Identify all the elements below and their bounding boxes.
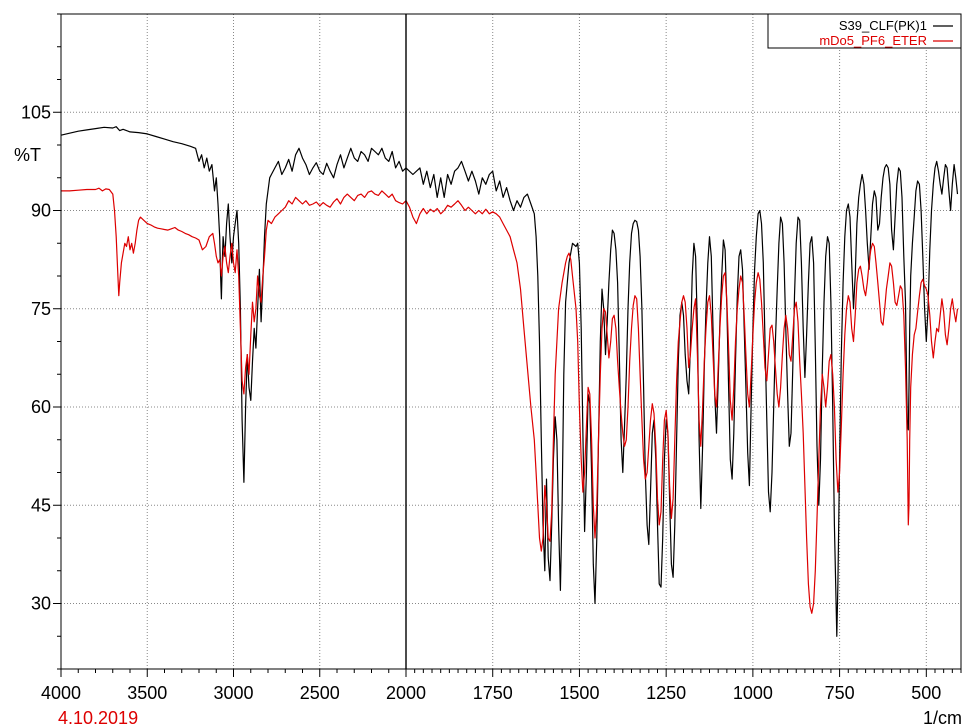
x-tick-label: 2500 <box>300 683 340 703</box>
y-tick-label: 30 <box>31 594 51 614</box>
axes <box>53 13 962 677</box>
x-tick-label: 1750 <box>473 683 513 703</box>
x-tick-label: 1500 <box>559 683 599 703</box>
x-tick-label: 500 <box>911 683 941 703</box>
y-tick-label: 45 <box>31 495 51 515</box>
series-line-1 <box>60 126 959 637</box>
y-axis-label: %T <box>14 145 41 165</box>
legend-entry-label: S39_CLF(PK)1 <box>839 18 927 33</box>
series-layer <box>60 126 959 637</box>
y-tick-label: 75 <box>31 299 51 319</box>
y-tick-label: 105 <box>21 102 51 122</box>
x-tick-label: 3500 <box>127 683 167 703</box>
y-tick-label: 90 <box>31 201 51 221</box>
x-tick-label: 1250 <box>646 683 686 703</box>
x-tick-label: 3000 <box>213 683 253 703</box>
legend-entry-label: mDo5_PF6_ETER <box>819 33 927 48</box>
plot-area <box>61 14 961 669</box>
tick-labels: 4000 3500 3000 2500 2000 1750 1500 1250 1000 750 5… <box>21 102 941 703</box>
series-line-2 <box>61 187 959 614</box>
date-label: 4.10.2019 <box>58 708 138 726</box>
y-tick-label: 60 <box>31 397 51 417</box>
x-tick-label: 750 <box>825 683 855 703</box>
x-tick-label: 1000 <box>733 683 773 703</box>
grid-lines <box>61 14 961 669</box>
x-axis-unit-label: 1/cm <box>923 708 962 726</box>
x-tick-label: 2000 <box>386 683 426 703</box>
legend-box <box>767 13 962 49</box>
x-tick-label: 4000 <box>41 683 81 703</box>
